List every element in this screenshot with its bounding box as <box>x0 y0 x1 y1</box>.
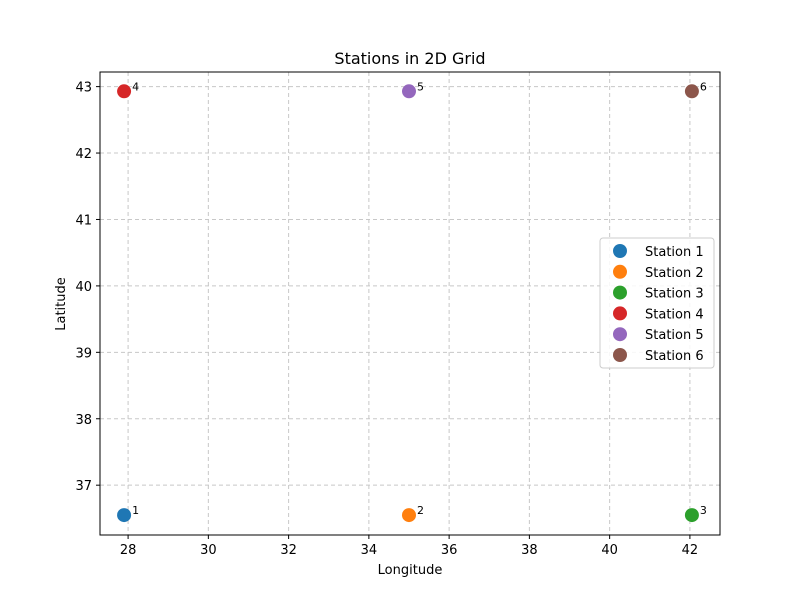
point-station-3 <box>684 508 699 523</box>
point-label-station-5: 5 <box>417 80 424 93</box>
point-label-station-6: 6 <box>700 80 707 93</box>
legend-label-station-5: Station 5 <box>645 328 704 343</box>
x-tick-label: 38 <box>521 543 538 558</box>
legend-marker-station-2 <box>613 264 627 279</box>
x-tick-label: 32 <box>280 543 297 558</box>
legend-label-station-4: Station 4 <box>645 307 704 322</box>
point-station-4 <box>117 84 132 99</box>
legend: Station 1 Station 2 Station 3 Station 4 Stat… <box>599 237 715 369</box>
legend-label-station-2: Station 2 <box>645 266 704 281</box>
legend-label-station-6: Station 6 <box>645 349 704 364</box>
y-tick-label: 41 <box>75 213 92 228</box>
legend-marker-station-6 <box>613 348 627 362</box>
x-tick-label: 36 <box>441 543 458 558</box>
point-station-6 <box>684 84 699 99</box>
point-station-2 <box>401 508 416 523</box>
legend-marker-station-3 <box>613 285 627 300</box>
legend-marker-station-4 <box>613 306 627 321</box>
legend-label-station-1: Station 1 <box>645 245 704 260</box>
x-tick-label: 34 <box>361 543 378 558</box>
x-tick-label: 40 <box>601 543 618 558</box>
legend-label-station-3: Station 3 <box>645 287 704 302</box>
chart-title: Stations in 2D Grid <box>334 49 485 68</box>
legend-frame <box>599 237 715 369</box>
data-points: 1 2 3 4 5 6 <box>117 80 707 523</box>
legend-marker-station-5 <box>613 327 627 342</box>
point-label-station-4: 4 <box>132 80 139 93</box>
point-label-station-1: 1 <box>132 504 139 517</box>
point-station-1 <box>117 508 132 523</box>
plot-frame <box>99 71 721 536</box>
x-axis-ticks: 28 30 32 34 36 38 40 42 <box>120 535 698 558</box>
x-tick-label: 42 <box>682 543 699 558</box>
x-axis-label: Longitude <box>378 563 443 578</box>
x-tick-label: 28 <box>120 543 137 558</box>
legend-marker-station-1 <box>613 244 627 258</box>
y-tick-label: 38 <box>75 413 92 428</box>
y-tick-label: 37 <box>75 479 92 494</box>
x-tick-label: 30 <box>200 543 217 558</box>
point-label-station-3: 3 <box>700 504 707 517</box>
point-station-5 <box>401 84 416 99</box>
point-label-station-2: 2 <box>417 504 424 517</box>
y-tick-label: 40 <box>75 280 92 295</box>
y-axis-ticks: 37 38 39 40 41 42 43 <box>75 81 100 494</box>
y-tick-label: 43 <box>75 81 92 96</box>
y-tick-label: 42 <box>75 147 92 162</box>
y-tick-label: 39 <box>75 346 92 361</box>
y-axis-label: Latitude <box>54 277 69 331</box>
